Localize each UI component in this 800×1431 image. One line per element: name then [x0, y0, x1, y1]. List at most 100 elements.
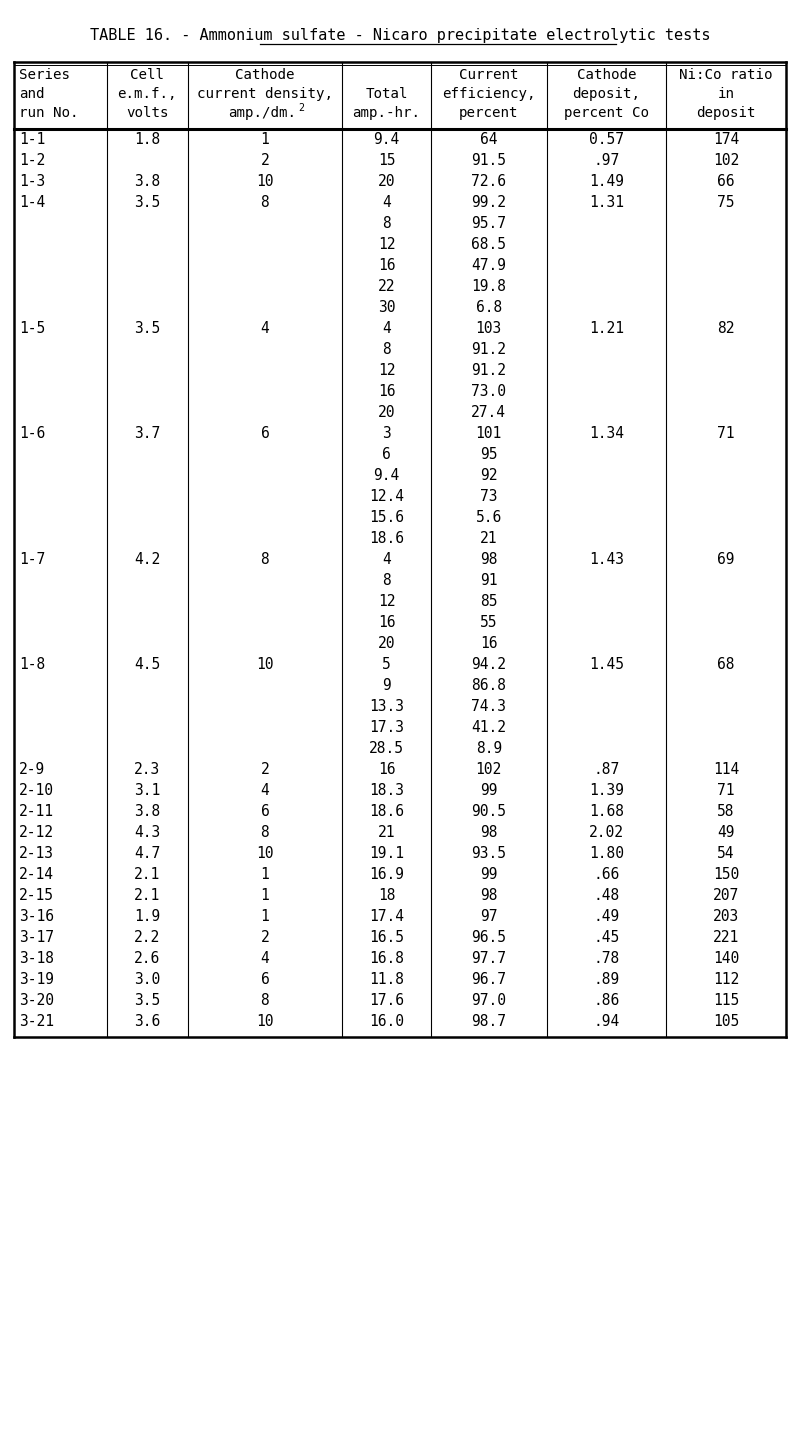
Text: .89: .89 [594, 972, 620, 987]
Text: 97.7: 97.7 [471, 952, 506, 966]
Text: 3-17: 3-17 [19, 930, 54, 944]
Text: 4: 4 [382, 195, 391, 210]
Text: 1-5: 1-5 [19, 321, 46, 336]
Text: 4.3: 4.3 [134, 826, 160, 840]
Text: 85: 85 [480, 594, 498, 610]
Text: 1.45: 1.45 [589, 657, 624, 673]
Text: 2.3: 2.3 [134, 761, 160, 777]
Text: 2-14: 2-14 [19, 867, 54, 881]
Text: 13.3: 13.3 [369, 698, 404, 714]
Text: 140: 140 [713, 952, 739, 966]
Text: 1.39: 1.39 [589, 783, 624, 798]
Text: 2.1: 2.1 [134, 867, 160, 881]
Text: 150: 150 [713, 867, 739, 881]
Text: 1-8: 1-8 [19, 657, 46, 673]
Text: 8: 8 [261, 195, 270, 210]
Text: 3.5: 3.5 [134, 321, 160, 336]
Text: 91: 91 [480, 572, 498, 588]
Text: 102: 102 [713, 153, 739, 167]
Text: 2: 2 [298, 103, 304, 113]
Text: 203: 203 [713, 909, 739, 924]
Text: 4: 4 [261, 321, 270, 336]
Text: 18.3: 18.3 [369, 783, 404, 798]
Text: 1.31: 1.31 [589, 195, 624, 210]
Text: 12.4: 12.4 [369, 489, 404, 504]
Text: 3-18: 3-18 [19, 952, 54, 966]
Text: 2: 2 [261, 930, 270, 944]
Text: .97: .97 [594, 153, 620, 167]
Text: 6: 6 [261, 804, 270, 819]
Text: 99: 99 [480, 867, 498, 881]
Text: 99.2: 99.2 [471, 195, 506, 210]
Text: .66: .66 [594, 867, 620, 881]
Text: 103: 103 [476, 321, 502, 336]
Text: 74.3: 74.3 [471, 698, 506, 714]
Text: 2.02: 2.02 [589, 826, 624, 840]
Text: 16: 16 [378, 615, 395, 630]
Text: 71: 71 [718, 783, 735, 798]
Text: and: and [19, 87, 45, 102]
Text: 20: 20 [378, 405, 395, 421]
Text: 2-11: 2-11 [19, 804, 54, 819]
Text: 1.49: 1.49 [589, 175, 624, 189]
Text: 2.2: 2.2 [134, 930, 160, 944]
Text: 3.1: 3.1 [134, 783, 160, 798]
Text: 4: 4 [261, 783, 270, 798]
Text: 72.6: 72.6 [471, 175, 506, 189]
Text: 16.0: 16.0 [369, 1015, 404, 1029]
Text: 5.6: 5.6 [476, 509, 502, 525]
Text: 8: 8 [261, 552, 270, 567]
Text: 16.8: 16.8 [369, 952, 404, 966]
Text: 3.0: 3.0 [134, 972, 160, 987]
Text: run No.: run No. [19, 106, 78, 120]
Text: 91.2: 91.2 [471, 342, 506, 356]
Text: 105: 105 [713, 1015, 739, 1029]
Text: 9: 9 [382, 678, 391, 693]
Text: 207: 207 [713, 889, 739, 903]
Text: 95: 95 [480, 446, 498, 462]
Text: 8.9: 8.9 [476, 741, 502, 756]
Text: 3: 3 [382, 426, 391, 441]
Text: 1.21: 1.21 [589, 321, 624, 336]
Text: 2-12: 2-12 [19, 826, 54, 840]
Text: 16.5: 16.5 [369, 930, 404, 944]
Text: 68.5: 68.5 [471, 238, 506, 252]
Text: 47.9: 47.9 [471, 258, 506, 273]
Text: 1.8: 1.8 [134, 132, 160, 147]
Text: 3.7: 3.7 [134, 426, 160, 441]
Text: 4: 4 [261, 952, 270, 966]
Text: 73.0: 73.0 [471, 384, 506, 399]
Text: 98: 98 [480, 552, 498, 567]
Text: 8: 8 [382, 216, 391, 230]
Text: 1-6: 1-6 [19, 426, 46, 441]
Text: .48: .48 [594, 889, 620, 903]
Text: 96.5: 96.5 [471, 930, 506, 944]
Text: 2.6: 2.6 [134, 952, 160, 966]
Text: 3.8: 3.8 [134, 175, 160, 189]
Text: 1-1: 1-1 [19, 132, 46, 147]
Text: 6.8: 6.8 [476, 301, 502, 315]
Text: amp./dm.: amp./dm. [228, 106, 296, 120]
Text: 94.2: 94.2 [471, 657, 506, 673]
Text: 17.6: 17.6 [369, 993, 404, 1007]
Text: Cell: Cell [130, 69, 164, 82]
Text: 3-20: 3-20 [19, 993, 54, 1007]
Text: 2-10: 2-10 [19, 783, 54, 798]
Text: 86.8: 86.8 [471, 678, 506, 693]
Text: .78: .78 [594, 952, 620, 966]
Text: 4.7: 4.7 [134, 846, 160, 861]
Text: 8: 8 [261, 826, 270, 840]
Text: 95.7: 95.7 [471, 216, 506, 230]
Text: 91.2: 91.2 [471, 363, 506, 378]
Text: 98: 98 [480, 826, 498, 840]
Text: 102: 102 [476, 761, 502, 777]
Text: 64: 64 [480, 132, 498, 147]
Text: 49: 49 [718, 826, 735, 840]
Text: 4.2: 4.2 [134, 552, 160, 567]
Text: 3-16: 3-16 [19, 909, 54, 924]
Text: 3-21: 3-21 [19, 1015, 54, 1029]
Text: 91.5: 91.5 [471, 153, 506, 167]
Text: 28.5: 28.5 [369, 741, 404, 756]
Text: 99: 99 [480, 783, 498, 798]
Text: 6: 6 [382, 446, 391, 462]
